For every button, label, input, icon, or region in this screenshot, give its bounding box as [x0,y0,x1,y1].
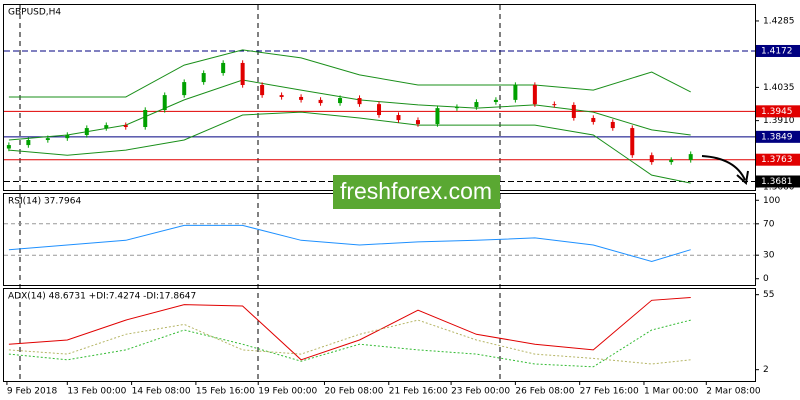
candle-body [669,159,674,163]
level-label-box [756,105,800,118]
panel-title: ADX(14) 48.6731 +DI:7.4274 -DI:17.8647 [8,292,196,302]
panel-title: GBPUSD,H4 [8,8,61,18]
level-label-box [756,44,800,57]
candle-body [221,62,226,74]
y-tick-label: 1.4035 [763,83,795,93]
candle-body [415,120,420,125]
candle-body [630,128,635,156]
candle-body [338,98,343,104]
candle-body [435,108,440,125]
x-tick-label: 27 Feb 16:00 [580,387,639,397]
watermark-box [333,175,500,209]
candle-body [123,125,128,128]
x-tick-label: 14 Feb 08:00 [132,387,191,397]
level-label: 1.3849 [761,132,793,142]
candle-body [6,145,11,149]
level-label: 1.3681 [761,177,793,187]
y-tick-label: 100 [763,196,780,206]
candle-body [513,85,518,100]
x-tick-label: 21 Feb 16:00 [389,387,448,397]
candle-body [26,140,31,146]
panel-title: RSI(14) 37.7964 [8,197,81,207]
adx-panel-frame [3,288,756,382]
candle-body [279,95,284,97]
y-tick-label: 0 [763,274,769,284]
y-tick-label: 55 [763,290,774,300]
candle-body [143,109,148,128]
candle-body [649,155,654,163]
candle-body [396,115,401,121]
series-line [8,319,691,368]
candle-body [84,128,89,135]
y-tick-label: 70 [763,219,775,229]
y-tick-label: 1.3910 [763,116,795,126]
series-line [8,111,691,184]
candle-body [104,125,109,129]
candle-body [318,99,323,104]
candle-body [260,85,265,96]
series-line [8,319,691,365]
y-tick-label: 1.3660 [763,183,795,193]
x-tick-label: 15 Feb 16:00 [196,387,255,397]
candle-body [240,62,245,86]
candle-body [591,117,596,122]
candle-body [493,99,498,103]
y-tick-label: 1.4285 [763,16,795,26]
series-line [8,224,691,263]
candle-body [201,73,206,83]
candle-body [357,98,362,105]
level-label-box [756,153,800,166]
candle-body [182,82,187,96]
candle-body [45,138,50,141]
candle-body [377,104,382,116]
x-tick-label: 23 Feb 00:00 [451,387,510,397]
candle-body [162,95,167,110]
x-tick-label: 1 Mar 00:00 [644,387,699,397]
x-tick-label: 20 Feb 08:00 [324,387,383,397]
arrow-head [736,170,749,185]
candle-body [532,85,537,105]
y-tick-label: 2 [763,365,769,375]
level-label-box [756,175,800,188]
candle-body [454,107,459,109]
candle-body [552,104,557,106]
x-tick-label: 19 Feb 00:00 [258,387,317,397]
candle-body [474,102,479,108]
watermark: freshforex.com [340,178,492,204]
series-line [8,49,691,98]
candle-body [688,154,693,160]
candle-body [65,134,70,139]
arrow [701,155,746,181]
candle-body [610,121,615,129]
x-tick-label: 9 Feb 2018 [7,387,58,397]
level-label: 1.4172 [761,46,793,56]
chart-layer: GBPUSD,H4 1.4285 1.4035 1.3910 1.3660 1.4172 1… [4,8,800,397]
level-label: 1.3945 [761,107,793,117]
series-line [8,297,691,361]
x-tick-label: 26 Feb 08:00 [515,387,574,397]
candle-body [299,96,304,100]
y-tick-label: 30 [763,251,775,261]
candle-body [571,104,576,118]
level-label: 1.3763 [761,155,793,165]
x-tick-label: 2 Mar 08:00 [706,387,761,397]
x-tick-label: 13 Feb 00:00 [67,387,126,397]
level-label-box [756,130,800,143]
